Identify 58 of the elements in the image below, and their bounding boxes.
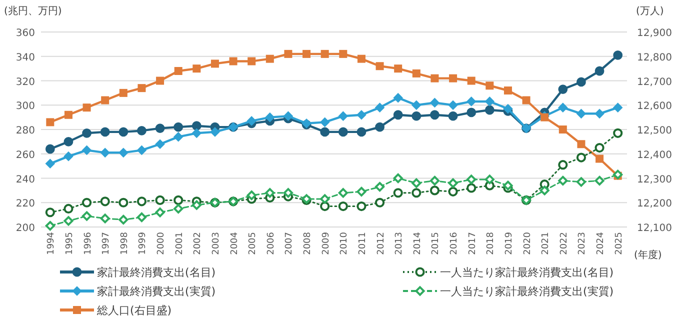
- x-tick-label: 2013: [394, 232, 405, 255]
- x-tick-label: 2012: [376, 232, 386, 255]
- y-axis-title: (兆円、万円): [4, 5, 62, 17]
- x-tick-label: 2005: [248, 232, 258, 255]
- x-tick-label: 2017: [468, 232, 478, 255]
- y-tick-label: 240: [16, 174, 35, 186]
- legend-label: 一人当たり家計最終消費支出(名目): [440, 266, 614, 279]
- y-tick-label: 360: [16, 28, 35, 39]
- x-tick-label: 2009: [321, 232, 332, 255]
- y2-tick-label: 12,400: [637, 150, 672, 161]
- x-tick-label: 2014: [412, 232, 423, 255]
- y2-tick-label: 12,500: [637, 126, 672, 136]
- x-tick-label: 1996: [83, 232, 94, 255]
- y-tick-label: 300: [16, 101, 35, 112]
- x-tick-label: 2022: [559, 232, 570, 255]
- x-tick-label: 1999: [138, 232, 148, 255]
- x-tick-label: 2000: [156, 232, 167, 255]
- x-tick-label: 2008: [303, 232, 314, 255]
- y2-tick-label: 12,100: [637, 223, 672, 234]
- x-tick-label: 2015: [431, 232, 442, 255]
- x-tick-label: 2023: [578, 232, 588, 255]
- y-tick-label: 280: [16, 126, 35, 136]
- x-tick-label: 2020: [522, 232, 533, 255]
- y-tick-label: 320: [16, 76, 35, 88]
- x-tick-label: 2001: [174, 232, 185, 255]
- x-tick-label: 1998: [120, 232, 130, 255]
- x-tick-label: 1997: [102, 232, 112, 255]
- legend-label: 一人当たり家計最終消費支出(実質): [440, 285, 614, 298]
- x-tick-label: 2011: [358, 232, 368, 255]
- x-tick-label: 2018: [486, 232, 496, 255]
- y2-tick-label: 12,300: [637, 174, 672, 186]
- y2-tick-label: 12,600: [637, 101, 672, 112]
- y2-axis-title: (万人): [636, 6, 664, 17]
- x-tick-label: 2002: [193, 232, 204, 255]
- x-tick-label: 2021: [541, 232, 552, 255]
- x-tick-label: 1995: [64, 232, 75, 255]
- x-tick-label: 1994: [46, 232, 57, 255]
- y2-tick-label: 12,700: [637, 76, 672, 88]
- x-axis-title: (年度): [634, 249, 662, 261]
- x-tick-label: 2007: [284, 232, 295, 255]
- y2-tick-label: 12,900: [637, 28, 672, 39]
- legend-label: 総人口(右目盛): [96, 304, 172, 317]
- y2-tick-label: 12,200: [637, 198, 672, 210]
- legend-label: 家計最終消費支出(名目): [97, 266, 216, 279]
- y-tick-label: 340: [16, 52, 35, 64]
- x-tick-label: 2016: [450, 232, 460, 255]
- x-tick-label: 2006: [266, 232, 276, 255]
- y-tick-label: 200: [16, 223, 35, 234]
- y-tick-label: 220: [16, 198, 35, 210]
- y-tick-label: 260: [16, 150, 35, 161]
- x-tick-label: 2004: [230, 232, 240, 255]
- x-tick-label: 2024: [596, 232, 606, 255]
- x-tick-label: 2025: [614, 232, 624, 255]
- legend-label: 家計最終消費支出(実質): [97, 285, 216, 298]
- x-tick-label: 2019: [504, 232, 514, 255]
- x-tick-label: 2010: [340, 232, 350, 255]
- x-tick-label: 2003: [211, 232, 222, 255]
- y2-tick-label: 12,800: [637, 52, 672, 64]
